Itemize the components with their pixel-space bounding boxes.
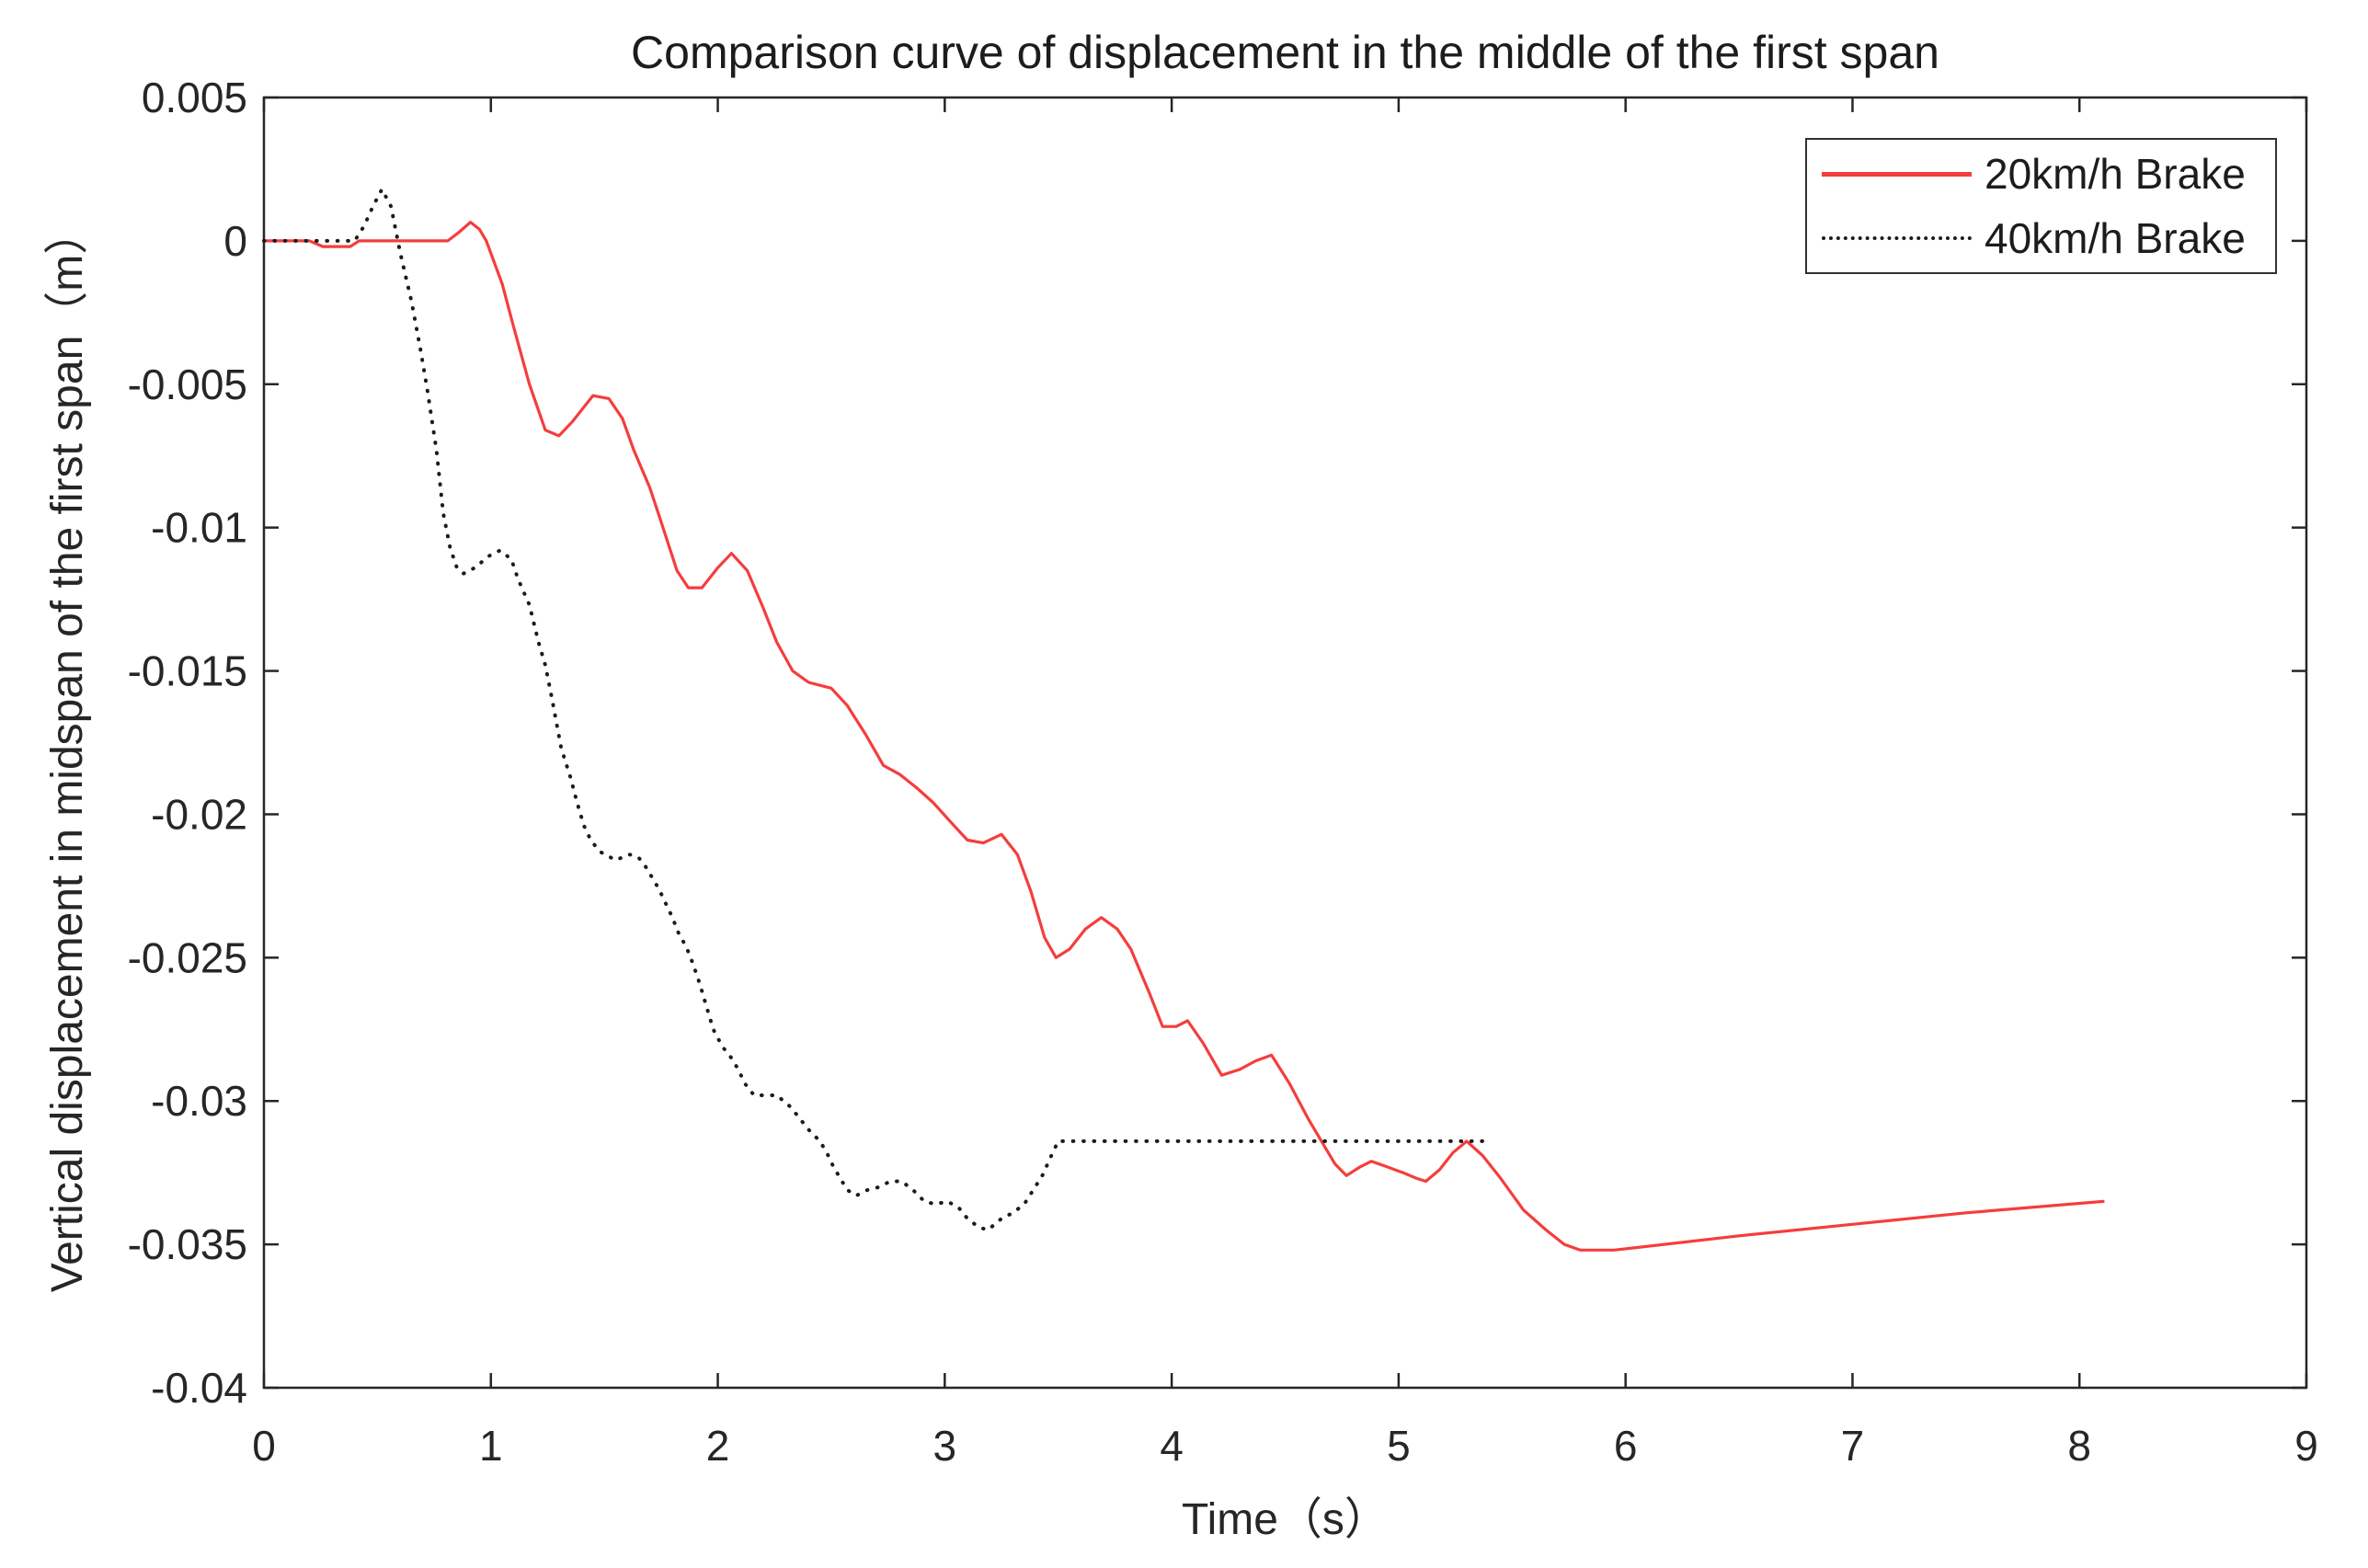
x-tick-label: 2 [706, 1422, 730, 1470]
x-tick-label: 6 [1614, 1422, 1638, 1470]
legend-item-20kmh: 20km/h Brake [1822, 144, 2275, 203]
y-tick-label: 0.005 [142, 74, 247, 121]
x-tick-label: 9 [2294, 1422, 2318, 1470]
legend-line-sample-dotted [1822, 235, 1972, 240]
x-tick-label: 8 [2067, 1422, 2091, 1470]
x-tick-label: 3 [933, 1422, 957, 1470]
series-line-20km-h-brake [264, 221, 2105, 1252]
y-axis-title: Vertical displacement in midspan of the … [43, 210, 92, 1293]
legend-line-sample-solid [1822, 171, 1972, 177]
y-tick-label: -0.02 [151, 790, 247, 838]
x-tick-label: 1 [479, 1422, 503, 1470]
y-tick-label: -0.035 [128, 1220, 247, 1268]
y-tick-label: -0.025 [128, 933, 247, 981]
legend-label: 20km/h Brake [1985, 150, 2246, 199]
x-tick-label: 0 [252, 1422, 276, 1470]
x-tick-label: 7 [1841, 1422, 1865, 1470]
chart-title: Comparison curve of displacement in the … [631, 27, 1939, 78]
x-tick-label: 5 [1387, 1422, 1411, 1470]
y-tick-label: -0.03 [151, 1077, 247, 1125]
y-tick-label: 0 [223, 217, 247, 265]
series-line-40km-h-brake [262, 187, 1492, 1232]
y-tick-label: -0.04 [151, 1364, 247, 1412]
axes-box [262, 96, 2308, 1390]
x-axis-title: Time（s） [1182, 1495, 1389, 1544]
legend-item-40kmh: 40km/h Brake [1822, 209, 2275, 268]
y-tick-label: -0.015 [128, 647, 247, 695]
legend-label: 40km/h Brake [1985, 213, 2246, 262]
legend: 20km/h Brake 40km/h Brake [1805, 138, 2277, 274]
y-tick-label: -0.01 [151, 504, 247, 552]
x-tick-label: 4 [1160, 1422, 1184, 1470]
y-tick-label: -0.005 [128, 361, 247, 408]
